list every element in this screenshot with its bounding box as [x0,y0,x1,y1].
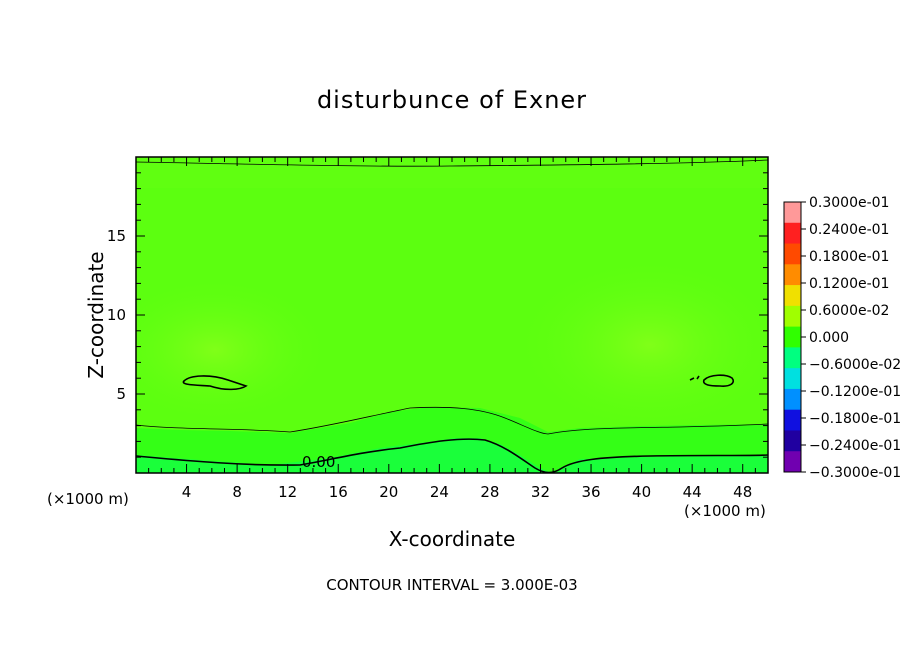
colorbar-swatch [784,430,801,452]
top-contour [136,159,768,167]
x-axis-units-right: (×1000 m) [684,502,766,520]
colorbar-swatch [784,243,801,265]
left-closed-contour [182,375,248,391]
colorbar-label: 0.000 [809,330,849,346]
y-axis: 5 10 15 [107,172,768,458]
y-tick-label: 5 [116,385,126,403]
surface-bump [136,438,768,473]
x-tick-label: 48 [733,483,752,501]
contour-value-label: 0.00 [302,453,335,471]
colorbar-swatch [784,326,801,348]
colorbar-swatch [784,264,801,286]
colorbar-label: −0.6000e-02 [809,357,901,373]
colorbar-label: 0.1800e-01 [809,249,889,265]
colorbar-swatch [784,202,801,224]
y-axis-title: Z-coordinate [84,251,108,379]
x-axis-title: X-coordinate [388,527,516,551]
x-axis-units-left: (×1000 m) [47,490,129,508]
colorbar-label: 0.6000e-02 [809,303,889,319]
heatmap-field [136,157,768,473]
x-tick-label: 32 [531,483,550,501]
colorbar-label: −0.1200e-01 [809,384,901,400]
x-tick-label: 44 [683,483,702,501]
x-tick-label: 28 [480,483,499,501]
x-tick-label: 36 [581,483,600,501]
y-tick-label: 15 [107,227,126,245]
colorbar-swatch [784,409,801,431]
colorbar-swatch [784,285,801,307]
left-positive-lobe [136,275,335,425]
colorbar-label: 0.3000e-01 [809,195,889,211]
x-tick-label: 40 [632,483,651,501]
right-closed-contour [702,374,735,387]
colorbar-label: −0.1800e-01 [809,411,901,427]
contour-interval-note: CONTOUR INTERVAL = 3.000E-03 [326,576,578,594]
colorbar-swatch [784,222,801,245]
colorbar-label: −0.2400e-01 [809,438,901,454]
colorbar-label: −0.3000e-01 [809,465,901,481]
x-tick-label: 4 [182,483,192,501]
x-tick-label: 20 [379,483,398,501]
contour-lines [136,159,768,473]
colorbar-label: 0.1200e-01 [809,276,889,292]
colorbar-label: 0.2400e-01 [809,222,889,238]
chart-title: disturbunce of Exner [316,86,588,114]
colorbar-swatch [784,451,801,473]
x-tick-label: 24 [430,483,449,501]
zero-contour [136,438,768,473]
colorbar-swatch [784,388,801,411]
x-tick-label: 12 [278,483,297,501]
upper-surface-contour [136,406,768,435]
colorbar: 0.3000e-01 0.2400e-01 0.1800e-01 0.1200e-01… [783,195,901,481]
y-tick-label: 10 [107,306,126,324]
colorbar-swatch [784,368,801,390]
colorbar-swatch [784,305,801,328]
colorbar-swatch [784,347,801,369]
x-tick-label: 8 [232,483,242,501]
x-tick-label: 16 [329,483,348,501]
right-positive-lobe [510,255,768,435]
x-axis: 4 8 12 16 20 24 28 32 36 40 44 48 [148,157,756,501]
